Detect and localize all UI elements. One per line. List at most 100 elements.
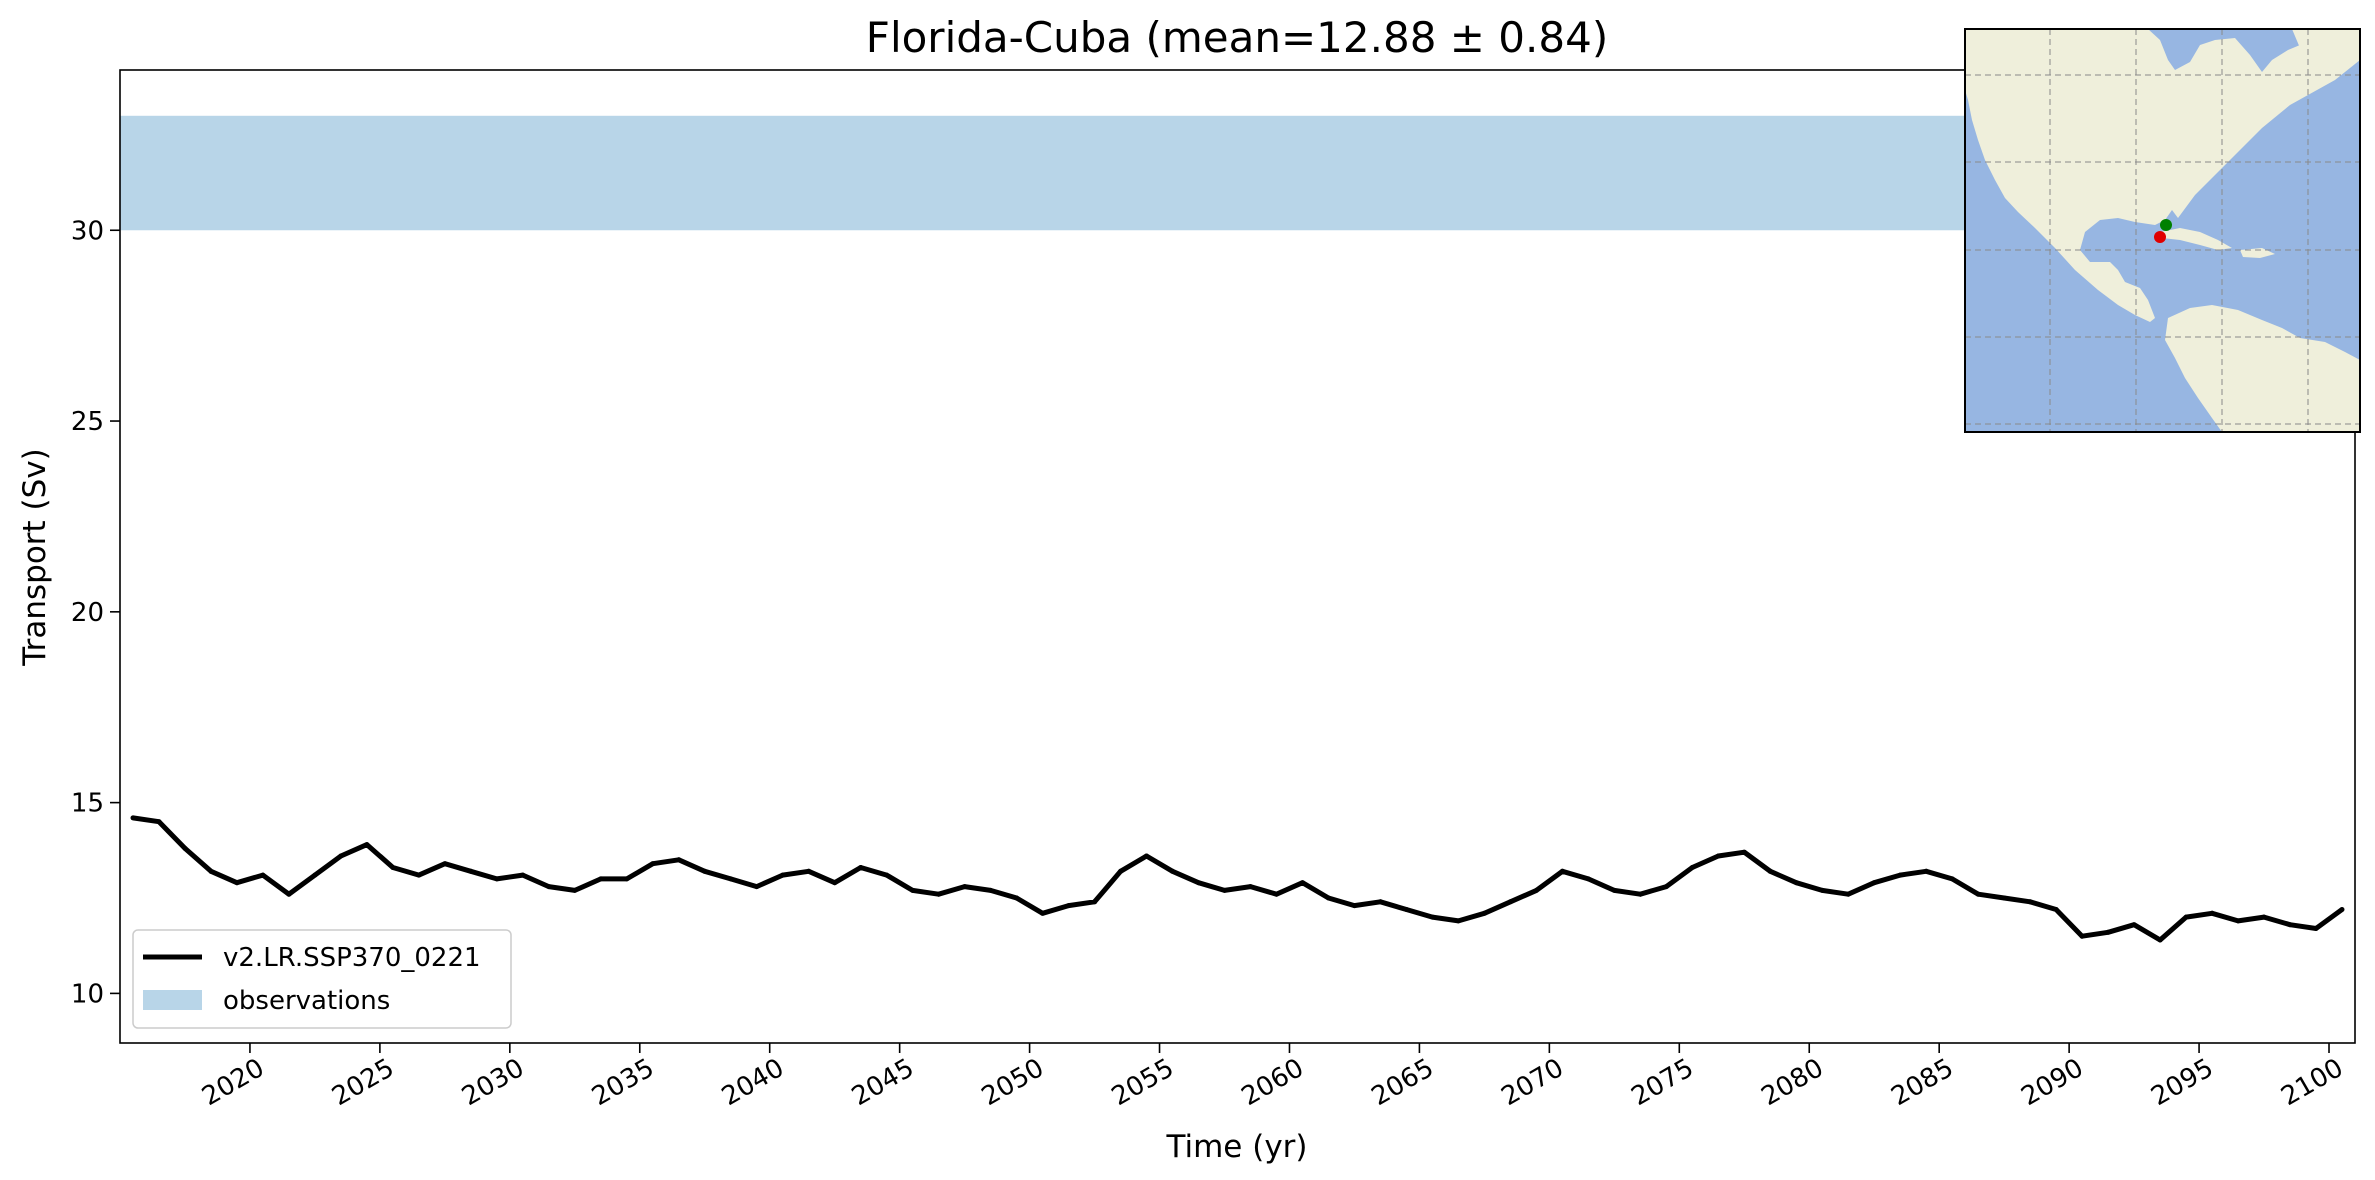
data-point xyxy=(702,868,708,874)
data-point xyxy=(468,868,474,874)
data-point xyxy=(1092,899,1098,905)
map-gridlines xyxy=(1965,29,2360,432)
data-point xyxy=(832,880,838,886)
data-point xyxy=(416,872,422,878)
x-tick-label: 2040 xyxy=(717,1053,789,1112)
data-point xyxy=(2157,937,2163,943)
data-point xyxy=(1585,876,1591,882)
x-tick-label: 2075 xyxy=(1626,1053,1698,1112)
x-tick-label: 2085 xyxy=(1886,1053,1958,1112)
data-point xyxy=(1923,868,1929,874)
y-tick-label: 15 xyxy=(71,789,104,819)
x-tick-label: 2060 xyxy=(1237,1053,1309,1112)
data-point xyxy=(780,872,786,878)
y-tick-label: 30 xyxy=(71,216,104,246)
data-point xyxy=(1559,868,1565,874)
data-point xyxy=(572,887,578,893)
data-point xyxy=(1533,887,1539,893)
section-end-marker xyxy=(2154,231,2166,243)
data-point xyxy=(1274,891,1279,897)
data-point xyxy=(988,887,994,893)
x-tick-label: 2100 xyxy=(2276,1053,2348,1112)
data-point xyxy=(2079,933,2085,939)
data-point xyxy=(806,868,812,874)
data-point xyxy=(910,887,916,893)
data-point xyxy=(676,857,682,863)
data-point xyxy=(650,861,656,867)
inset-map xyxy=(1964,28,2361,433)
chart-title: Florida-Cuba (mean=12.88 ± 0.84) xyxy=(866,13,1608,62)
data-point xyxy=(1481,910,1487,916)
data-point xyxy=(1066,903,1072,909)
data-point xyxy=(390,865,396,870)
data-point xyxy=(1949,876,1955,882)
data-point xyxy=(598,876,604,882)
data-point xyxy=(2287,922,2293,928)
x-tick-label: 2035 xyxy=(587,1053,659,1112)
data-point xyxy=(1611,887,1617,893)
data-point xyxy=(494,876,500,882)
data-point xyxy=(1689,865,1695,870)
x-axis-label: Time (yr) xyxy=(1166,1129,1308,1165)
x-tick-label: 2090 xyxy=(2016,1053,2088,1112)
data-point xyxy=(182,845,188,851)
data-point xyxy=(1455,918,1461,924)
data-point xyxy=(1767,868,1773,874)
data-point xyxy=(234,880,240,886)
x-tick-label: 2020 xyxy=(197,1053,269,1112)
data-point xyxy=(1663,884,1669,890)
data-point xyxy=(1040,910,1046,916)
data-point xyxy=(1300,880,1305,886)
data-point xyxy=(2027,899,2033,905)
data-point xyxy=(884,872,890,878)
data-point xyxy=(1507,899,1513,905)
data-point xyxy=(156,819,162,825)
legend-box xyxy=(132,929,512,1029)
x-tick-label: 2030 xyxy=(457,1053,529,1112)
legend-observations-label: observations xyxy=(223,986,390,1016)
data-point xyxy=(1897,872,1903,878)
legend-observations-swatch xyxy=(143,990,202,1010)
map-greenland xyxy=(2292,29,2360,62)
data-point xyxy=(520,872,526,878)
x-tick-label: 2055 xyxy=(1107,1053,1179,1112)
x-axis-ticks: 2020 2025 2030 2035 2040 2045 2050 2055 2060 2065… xyxy=(197,1043,2349,1112)
data-point xyxy=(1741,849,1747,855)
data-point xyxy=(858,865,864,870)
data-point xyxy=(2235,918,2241,924)
data-point xyxy=(962,884,968,890)
data-point xyxy=(2105,929,2111,935)
map-north-america xyxy=(1965,29,2360,322)
data-point xyxy=(2313,926,2319,931)
data-point xyxy=(2053,907,2059,912)
data-point xyxy=(260,872,266,878)
x-tick-label: 2070 xyxy=(1497,1053,1569,1112)
data-point xyxy=(1118,868,1124,874)
data-point xyxy=(130,815,136,821)
data-point xyxy=(1871,880,1877,886)
y-tick-label: 10 xyxy=(71,979,104,1009)
data-point xyxy=(312,872,318,878)
data-point xyxy=(1403,907,1409,912)
data-point xyxy=(1144,853,1149,859)
data-point xyxy=(1196,880,1201,886)
map-cuba xyxy=(2160,228,2232,250)
data-point xyxy=(754,884,760,890)
data-point xyxy=(1222,887,1227,893)
data-point xyxy=(1377,899,1383,905)
y-tick-label: 25 xyxy=(71,407,104,437)
data-point xyxy=(2183,914,2189,920)
y-axis-label: Transport (Sv) xyxy=(17,448,53,667)
data-point xyxy=(338,853,344,859)
x-tick-label: 2025 xyxy=(327,1053,399,1112)
y-tick-label: 20 xyxy=(71,598,104,628)
plot-frame xyxy=(119,69,2356,1044)
data-point xyxy=(364,842,370,848)
data-point xyxy=(1014,895,1020,901)
data-point xyxy=(1429,914,1435,920)
data-point xyxy=(1170,868,1175,874)
data-point xyxy=(2131,922,2137,928)
data-point xyxy=(546,884,552,890)
series-points xyxy=(130,815,2345,943)
